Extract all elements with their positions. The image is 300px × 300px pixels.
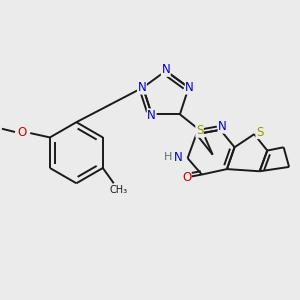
Text: H: H bbox=[164, 152, 172, 162]
Text: N: N bbox=[218, 120, 227, 133]
Text: N: N bbox=[161, 63, 170, 76]
Text: O: O bbox=[182, 171, 191, 184]
Text: S: S bbox=[196, 124, 203, 137]
Text: N: N bbox=[137, 81, 146, 94]
Text: CH₃: CH₃ bbox=[109, 185, 127, 195]
Text: S: S bbox=[256, 125, 263, 139]
Text: N: N bbox=[173, 151, 182, 164]
Text: O: O bbox=[17, 125, 26, 139]
Text: N: N bbox=[185, 81, 194, 94]
Text: N: N bbox=[147, 109, 156, 122]
